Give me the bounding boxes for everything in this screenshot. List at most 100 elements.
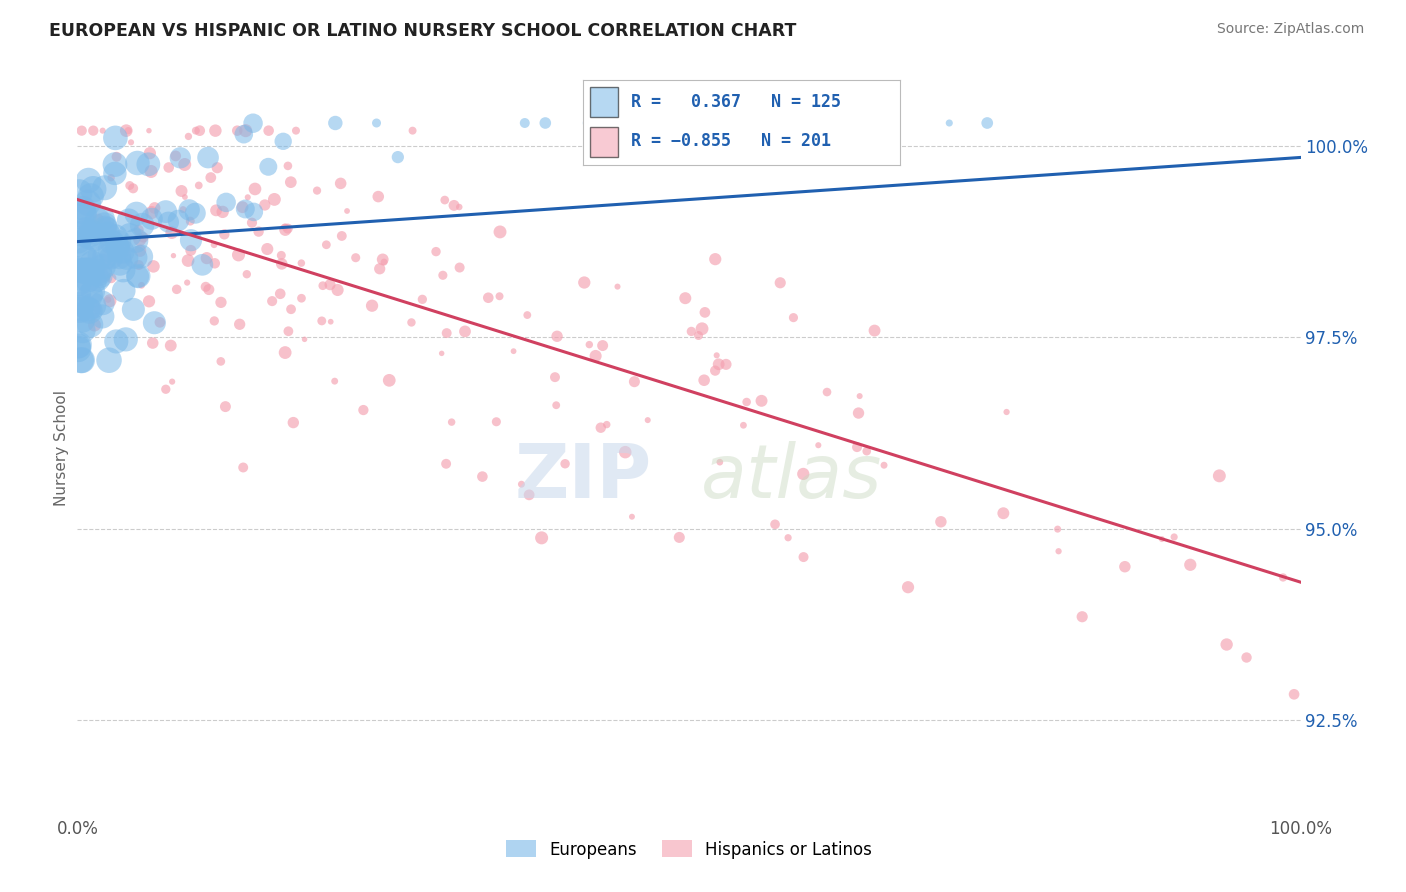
Point <box>995 405 1018 419</box>
Point <box>98 353 121 368</box>
Point <box>443 198 465 212</box>
Point <box>70 123 93 137</box>
Point <box>72 227 94 241</box>
Point <box>1208 468 1230 483</box>
Point <box>132 230 155 244</box>
Point <box>127 156 149 170</box>
Point <box>681 325 703 339</box>
Point <box>214 400 236 414</box>
Point <box>143 316 166 330</box>
FancyBboxPatch shape <box>591 87 619 117</box>
Point <box>117 123 139 137</box>
Point <box>100 271 122 285</box>
Text: EUROPEAN VS HISPANIC OR LATINO NURSERY SCHOOL CORRELATION CHART: EUROPEAN VS HISPANIC OR LATINO NURSERY S… <box>49 22 797 40</box>
Point <box>100 250 122 264</box>
Point <box>75 223 97 237</box>
Point <box>688 328 710 343</box>
Point <box>326 283 349 297</box>
Point <box>142 336 165 351</box>
Point <box>179 202 201 217</box>
Point <box>1047 544 1070 558</box>
Point <box>449 260 471 275</box>
Point <box>93 181 115 195</box>
Point <box>366 116 388 130</box>
Point <box>735 395 758 409</box>
Point <box>179 214 201 228</box>
Point <box>112 284 135 298</box>
Point <box>411 293 433 307</box>
Point <box>807 438 830 452</box>
Point <box>432 268 454 283</box>
Point <box>815 385 838 400</box>
Point <box>277 159 299 173</box>
Point <box>488 289 510 303</box>
Point <box>128 223 150 237</box>
Point <box>253 198 276 212</box>
Point <box>67 342 90 356</box>
Point <box>66 236 89 251</box>
Point <box>138 294 160 309</box>
Point <box>329 177 352 191</box>
Point <box>209 354 232 368</box>
Point <box>1236 650 1258 665</box>
Point <box>188 123 211 137</box>
Point <box>280 302 302 317</box>
Point <box>1114 559 1136 574</box>
Point <box>387 150 409 164</box>
Point <box>714 357 737 371</box>
Point <box>271 134 294 148</box>
Point <box>247 225 270 239</box>
Point <box>125 234 148 248</box>
Point <box>214 227 236 242</box>
Point <box>623 375 645 389</box>
Point <box>769 276 792 290</box>
Point <box>668 530 690 544</box>
Point <box>240 216 263 230</box>
Point <box>517 488 540 502</box>
Point <box>436 326 458 340</box>
Point <box>89 268 111 283</box>
Point <box>733 418 755 433</box>
Point <box>235 123 257 137</box>
Point <box>83 231 105 245</box>
Point <box>82 255 104 269</box>
Point <box>274 223 297 237</box>
Point <box>637 413 659 427</box>
Point <box>67 263 90 277</box>
Point <box>115 252 138 266</box>
Point <box>108 256 131 270</box>
Point <box>86 214 108 228</box>
Point <box>200 170 222 185</box>
Point <box>544 370 567 384</box>
Point <box>82 123 104 137</box>
Point <box>66 261 89 276</box>
Point <box>155 382 177 396</box>
Point <box>195 251 218 265</box>
Point <box>596 417 619 432</box>
Point <box>763 517 786 532</box>
Point <box>104 229 127 244</box>
Point <box>530 531 553 545</box>
Text: ZIP: ZIP <box>515 441 652 514</box>
Point <box>82 284 104 298</box>
Point <box>1272 570 1295 584</box>
Point <box>91 260 114 274</box>
Text: R = −0.855   N = 201: R = −0.855 N = 201 <box>631 132 831 150</box>
Point <box>166 282 188 296</box>
Point <box>180 244 202 258</box>
Point <box>79 225 101 239</box>
Point <box>108 235 131 249</box>
Point <box>184 206 207 220</box>
Point <box>516 308 538 322</box>
Point <box>1180 558 1202 572</box>
Point <box>294 332 316 346</box>
Point <box>232 127 254 141</box>
Point <box>232 460 254 475</box>
Point <box>202 314 225 328</box>
Point <box>76 195 98 210</box>
Point <box>69 301 91 316</box>
Point <box>141 211 163 226</box>
FancyBboxPatch shape <box>591 127 619 157</box>
Point <box>848 406 870 420</box>
Point <box>589 420 612 434</box>
